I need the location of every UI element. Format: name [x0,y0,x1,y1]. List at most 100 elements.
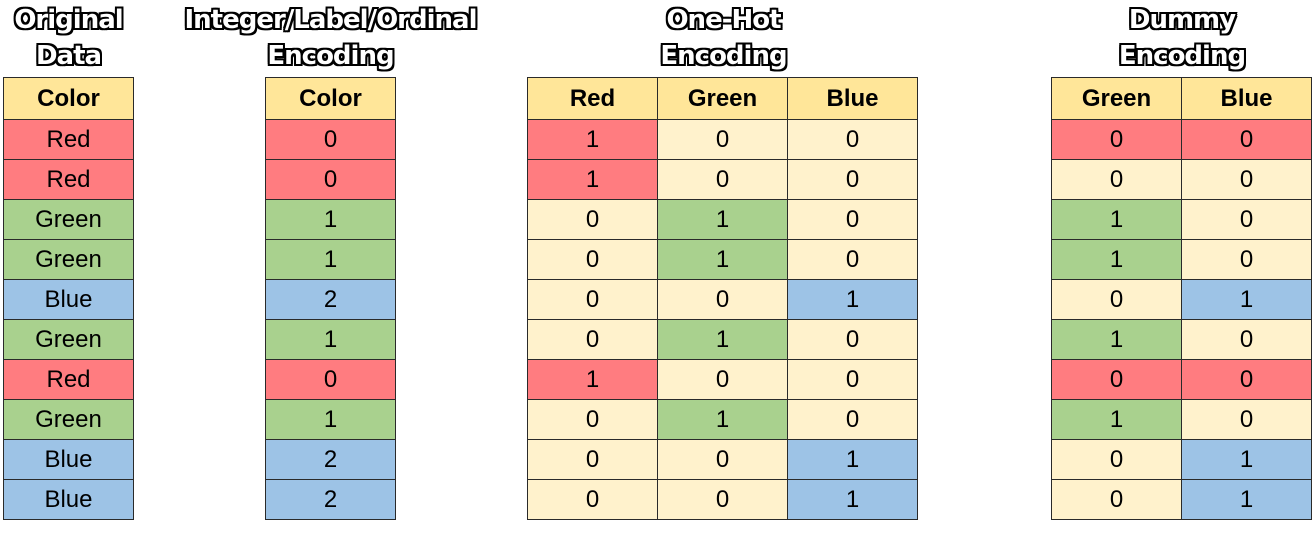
section-title: Dummy Encoding [1051,2,1313,74]
table-cell: 0 [527,479,658,520]
column-header: Color [265,77,396,120]
table-row: 0 [265,159,396,200]
table-row: 1 [265,239,396,280]
table-row: 1 [265,199,396,240]
table-cell: 0 [527,239,658,280]
table-row: 0 [265,119,396,160]
table-cell: 1 [1181,279,1312,320]
table-cell: 0 [657,479,788,520]
table-row: 1 [265,399,396,440]
table-cell: 0 [787,159,918,200]
table-cell: Blue [3,439,134,480]
table-row: Red [3,159,134,200]
table-row: 2 [265,479,396,520]
table-cell: 0 [527,279,658,320]
table-cell: 0 [1051,359,1182,400]
table-cell: 1 [527,159,658,200]
table-cell: 0 [657,119,788,160]
table-cell: 0 [1051,159,1182,200]
table-cell: 0 [657,439,788,480]
table-cell: 1 [265,399,396,440]
table-cell: Red [3,359,134,400]
table-row: 2 [265,439,396,480]
column-header: Blue [1181,77,1312,120]
section-integer-encoding: Integer/Label/Ordinal Encoding Color 0 0 1 1… [185,0,478,533]
table-cell: 1 [657,399,788,440]
table-cell: 0 [527,399,658,440]
section-title: One-Hot Encoding [527,2,920,74]
table-cell: 1 [1051,199,1182,240]
table-cell: 0 [787,239,918,280]
dummy-encoding-table: Green Blue 0 0 0 0 1 0 1 0 0 1 1 0 0 0 1 0 0 1 0 1 [1051,77,1312,520]
one-hot-encoding-table: Red Green Blue 1 0 0 1 0 0 0 1 0 0 1 0 0 0 1 0 1 0 1 0 0 0 1 0 0 0 1 0… [527,77,918,520]
table-cell: 0 [657,159,788,200]
table-cell: 1 [265,199,396,240]
table-cell: 0 [1181,159,1312,200]
table-cell: 0 [1051,119,1182,160]
table-cell: 0 [1181,359,1312,400]
table-cell: 0 [1181,319,1312,360]
header-row: Green Blue [1051,77,1312,120]
table-cell: 0 [265,119,396,160]
table-cell: 0 [657,359,788,400]
column-header: Green [657,77,788,120]
table-cell: 1 [787,279,918,320]
title-line-1: One-Hot [666,5,781,35]
table-cell: 1 [1181,439,1312,480]
table-cell: 1 [527,119,658,160]
table-cell: 0 [1181,239,1312,280]
table-cell: 0 [1181,199,1312,240]
table-row: Green [3,319,134,360]
table-cell: 0 [527,439,658,480]
table-cell: Red [3,119,134,160]
section-one-hot-encoding: One-Hot Encoding Red Green Blue 1 0 0 1 0 0 0 1 0 0 1… [527,0,920,533]
title-line-2: Encoding [267,41,394,71]
table-cell: Green [3,319,134,360]
header-row: Color [265,77,396,120]
table-cell: 0 [787,399,918,440]
table-cell: 1 [527,359,658,400]
table-cell: 0 [787,319,918,360]
table-cell: 0 [1181,399,1312,440]
table-cell: 0 [1051,279,1182,320]
section-title: Original Data [0,2,154,74]
column-header: Green [1051,77,1182,120]
integer-encoding-table: Color 0 0 1 1 2 1 0 1 2 2 [265,77,396,520]
table-cell: 0 [787,199,918,240]
table-row: Blue [3,279,134,320]
table-row: Red [3,359,134,400]
title-line-1: Integer/Label/Ordinal [184,5,478,35]
table-cell: 0 [787,359,918,400]
table-cell: 0 [527,319,658,360]
table-cell: Green [3,239,134,280]
table-cell: 0 [787,119,918,160]
table-row: Green [3,199,134,240]
table-cell: 1 [265,239,396,280]
table-cell: 1 [265,319,396,360]
table-cell: 2 [265,279,396,320]
title-line-2: Encoding [660,41,787,71]
table-cell: 1 [1051,239,1182,280]
section-title: Integer/Label/Ordinal Encoding [175,2,486,74]
title-line-1: Original [14,5,123,35]
table-cell: Green [3,399,134,440]
table-row: 2 [265,279,396,320]
table-row: Blue [3,439,134,480]
section-dummy-encoding: Dummy Encoding Green Blue 0 0 0 0 1 0 1 0 0 1 1 0 0 0 1 0… [1051,0,1313,533]
section-original: Original Data Color Red Red Green Green Blue G… [3,0,134,533]
table-cell: 2 [265,479,396,520]
table-cell: 0 [265,159,396,200]
table-row: Red [3,119,134,160]
